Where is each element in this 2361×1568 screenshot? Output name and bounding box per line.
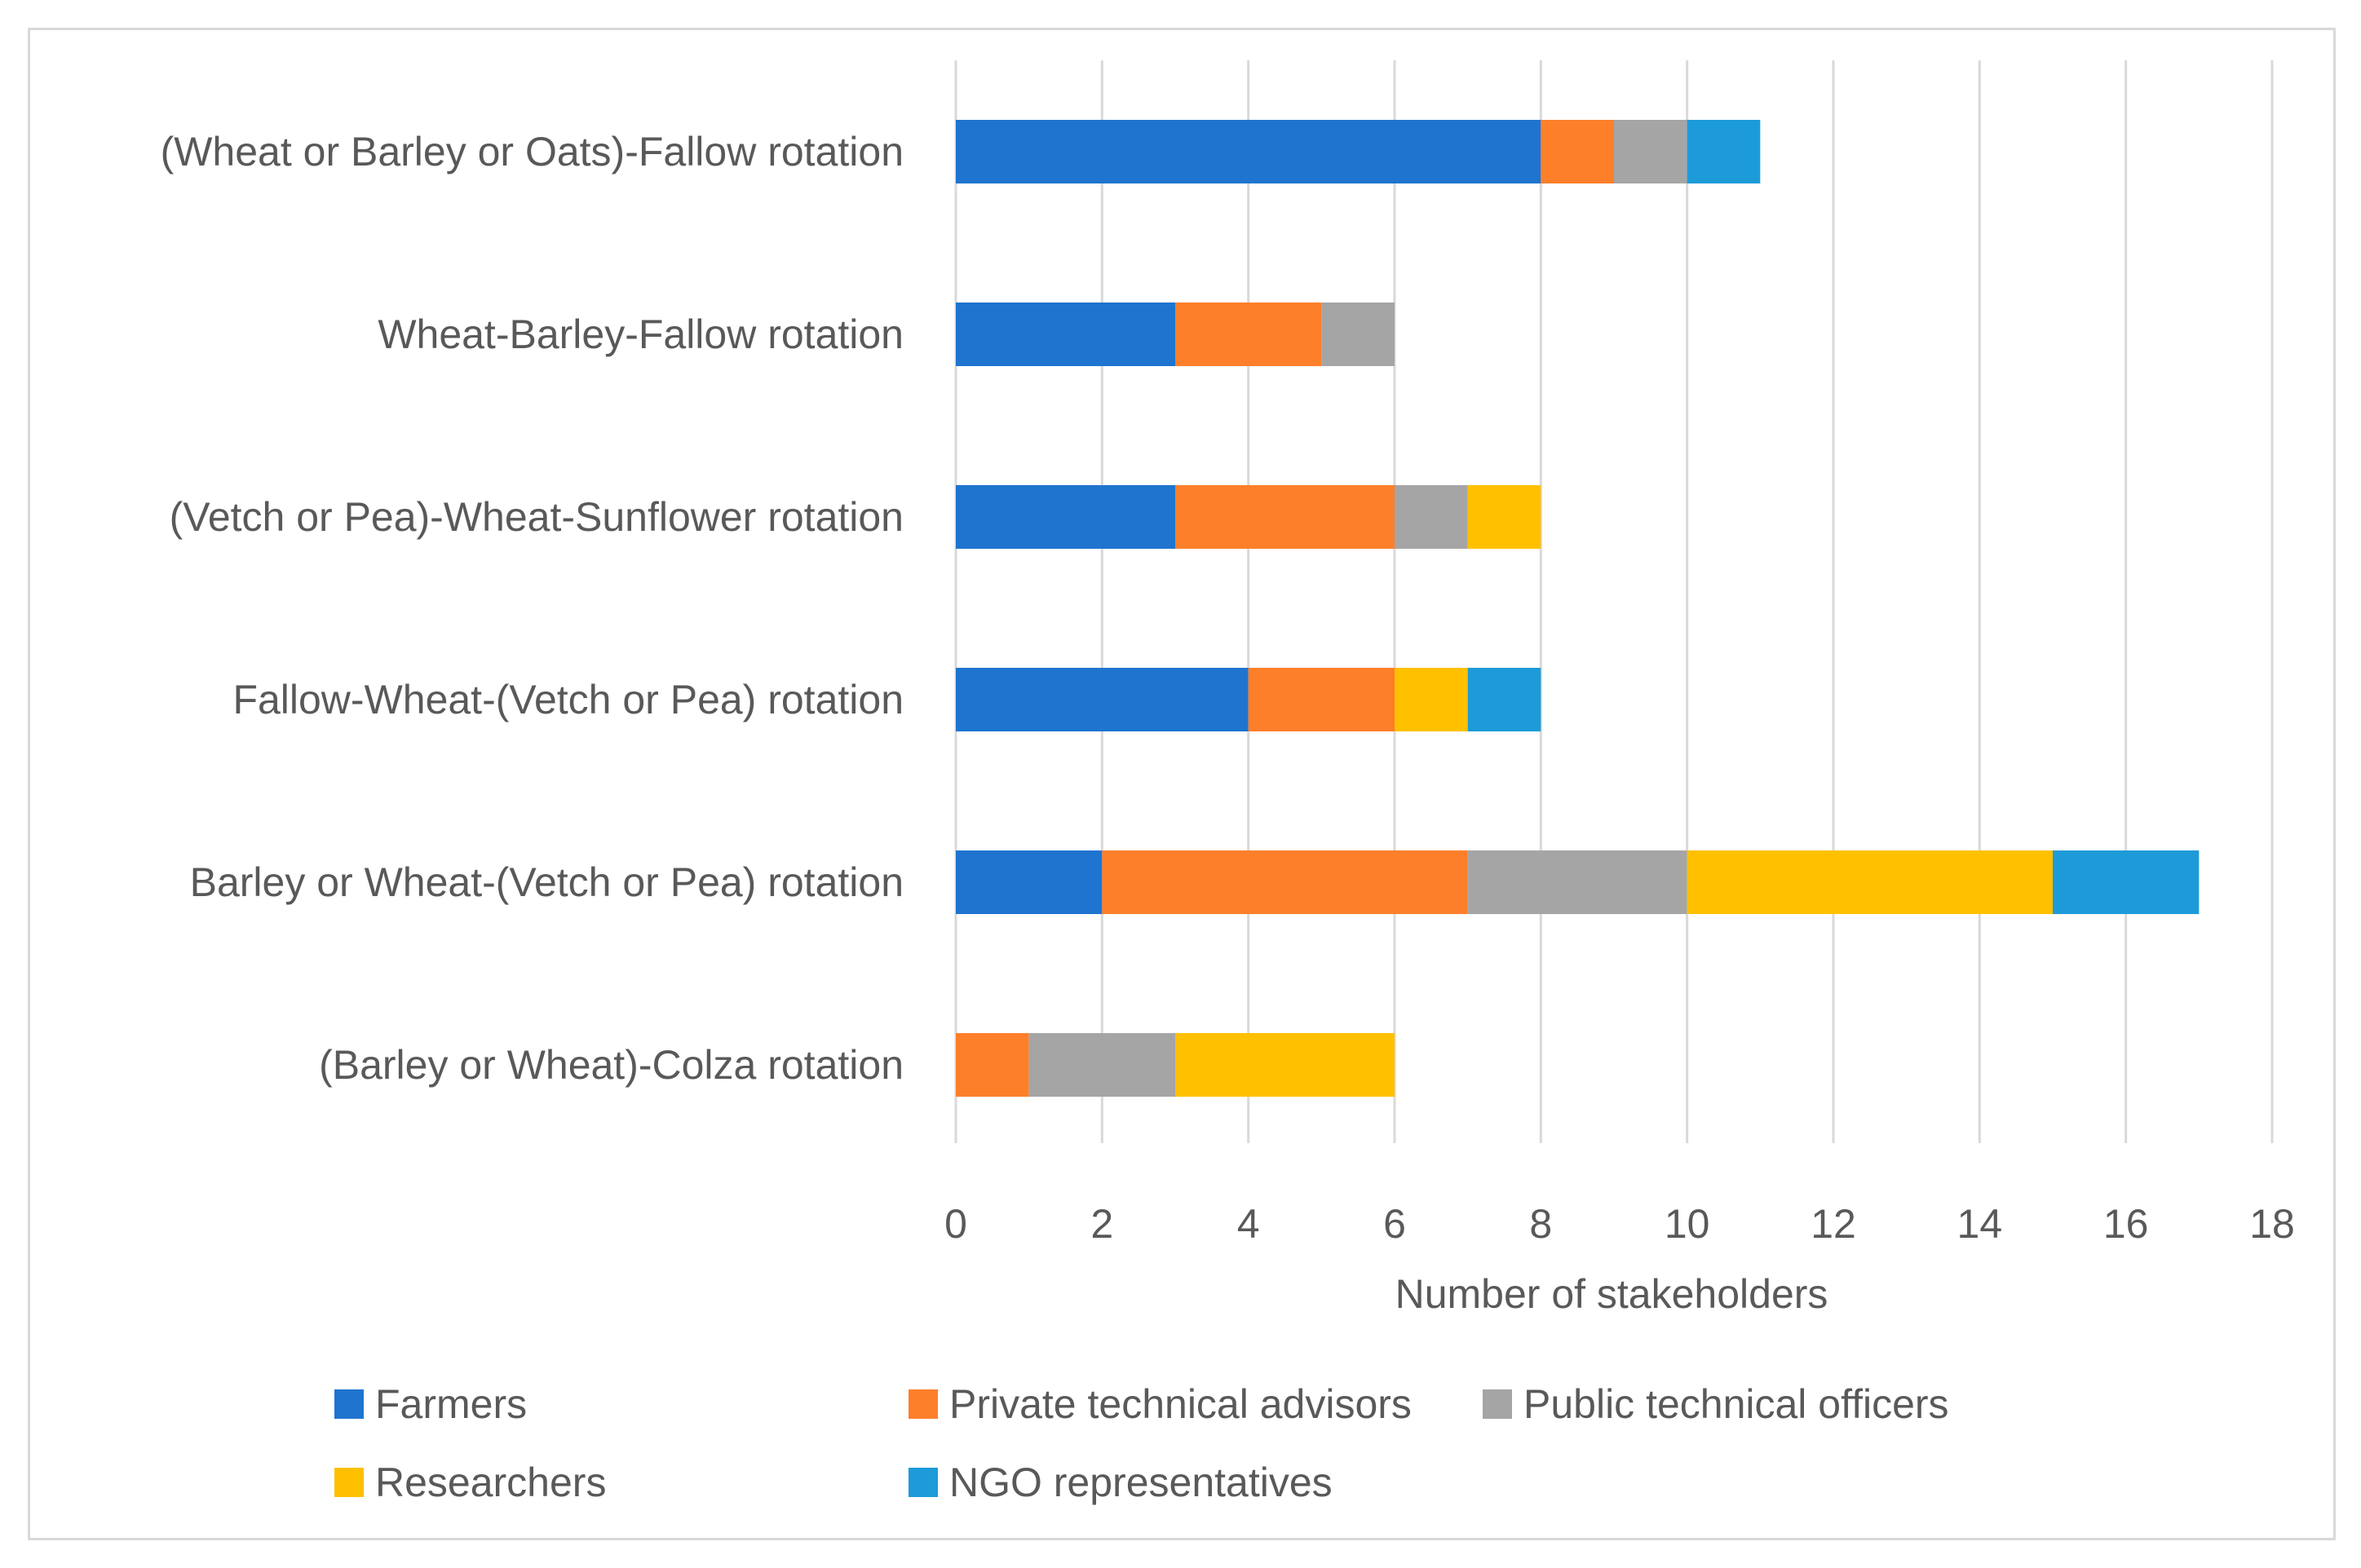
legend-item-farmers[interactable]: Farmers [334, 1381, 527, 1427]
bar-researchers-row-6[interactable] [1175, 1033, 1395, 1097]
legend-item-public-technical-officers[interactable]: Public technical officers [1483, 1381, 1949, 1427]
category-label-5: Barley or Wheat-(Vetch or Pea) rotation [190, 859, 904, 905]
bar-ngo-representatives-row-1[interactable] [1687, 120, 1761, 183]
category-label-6: (Barley or Wheat)-Colza rotation [319, 1042, 904, 1088]
category-label-3: (Vetch or Pea)-Wheat-Sunflower rotation [170, 494, 904, 540]
bar-public-technical-officers-row-1[interactable] [1614, 120, 1687, 183]
bar-private-technical-advisors-row-2[interactable] [1175, 303, 1322, 366]
bar-private-technical-advisors-row-4[interactable] [1248, 668, 1395, 731]
x-tick-label-10: 10 [1665, 1201, 1710, 1247]
x-tick-label-14: 14 [1957, 1201, 2003, 1247]
bar-private-technical-advisors-row-3[interactable] [1175, 485, 1395, 549]
x-axis-ticks: 0 2 4 6 8 10 12 14 16 18 [944, 1201, 2295, 1247]
legend-label-ngo-representatives: NGO representatives [949, 1460, 1333, 1505]
x-tick-label-16: 16 [2103, 1201, 2149, 1247]
bar-researchers-row-5[interactable] [1687, 850, 2053, 914]
category-label-4: Fallow-Wheat-(Vetch or Pea) rotation [232, 677, 904, 722]
legend-swatch-farmers [334, 1389, 364, 1419]
legend-label-private-technical-advisors: Private technical advisors [949, 1381, 1412, 1427]
gridlines [954, 60, 2274, 1143]
bar-private-technical-advisors-row-6[interactable] [956, 1033, 1029, 1097]
bar-farmers-row-5[interactable] [956, 850, 1103, 914]
legend-item-researchers[interactable]: Researchers [334, 1460, 606, 1505]
legend-swatch-public-technical-officers [1483, 1389, 1512, 1419]
category-label-2: Wheat-Barley-Fallow rotation [378, 311, 904, 357]
bar-farmers-row-1[interactable] [956, 120, 1541, 183]
bar-ngo-representatives-row-4[interactable] [1467, 668, 1541, 731]
category-labels: (Wheat or Barley or Oats)-Fallow rotatio… [161, 129, 904, 1088]
x-tick-label-0: 0 [944, 1201, 967, 1247]
x-tick-label-4: 4 [1237, 1201, 1260, 1247]
legend-swatch-researchers [334, 1468, 364, 1497]
legend-label-researchers: Researchers [375, 1460, 606, 1505]
x-tick-label-12: 12 [1811, 1201, 1856, 1247]
bar-public-technical-officers-row-3[interactable] [1395, 485, 1468, 549]
bar-farmers-row-2[interactable] [956, 303, 1175, 366]
bars [956, 120, 2200, 1097]
legend[interactable]: Farmers Private technical advisors Public … [334, 1381, 1949, 1505]
legend-swatch-private-technical-advisors [909, 1389, 938, 1419]
bar-researchers-row-4[interactable] [1395, 668, 1468, 731]
bar-public-technical-officers-row-6[interactable] [1028, 1033, 1175, 1097]
bar-farmers-row-4[interactable] [956, 668, 1249, 731]
x-tick-label-18: 18 [2249, 1201, 2295, 1247]
x-tick-label-6: 6 [1383, 1201, 1406, 1247]
x-tick-label-8: 8 [1529, 1201, 1552, 1247]
legend-label-farmers: Farmers [375, 1381, 527, 1427]
legend-item-ngo-representatives[interactable]: NGO representatives [909, 1460, 1333, 1505]
bar-private-technical-advisors-row-5[interactable] [1102, 850, 1468, 914]
legend-label-public-technical-officers: Public technical officers [1523, 1381, 1949, 1427]
bar-ngo-representatives-row-5[interactable] [2053, 850, 2200, 914]
legend-swatch-ngo-representatives [909, 1468, 938, 1497]
bar-public-technical-officers-row-5[interactable] [1467, 850, 1687, 914]
chart-frame [28, 28, 2336, 1540]
x-tick-label-2: 2 [1090, 1201, 1113, 1247]
bar-farmers-row-3[interactable] [956, 485, 1175, 549]
bar-researchers-row-3[interactable] [1467, 485, 1541, 549]
x-axis-title: Number of stakeholders [1395, 1271, 1828, 1317]
category-label-1: (Wheat or Barley or Oats)-Fallow rotatio… [161, 129, 904, 174]
bar-private-technical-advisors-row-1[interactable] [1541, 120, 1614, 183]
legend-item-private-technical-advisors[interactable]: Private technical advisors [909, 1381, 1412, 1427]
bar-public-technical-officers-row-2[interactable] [1321, 303, 1395, 366]
